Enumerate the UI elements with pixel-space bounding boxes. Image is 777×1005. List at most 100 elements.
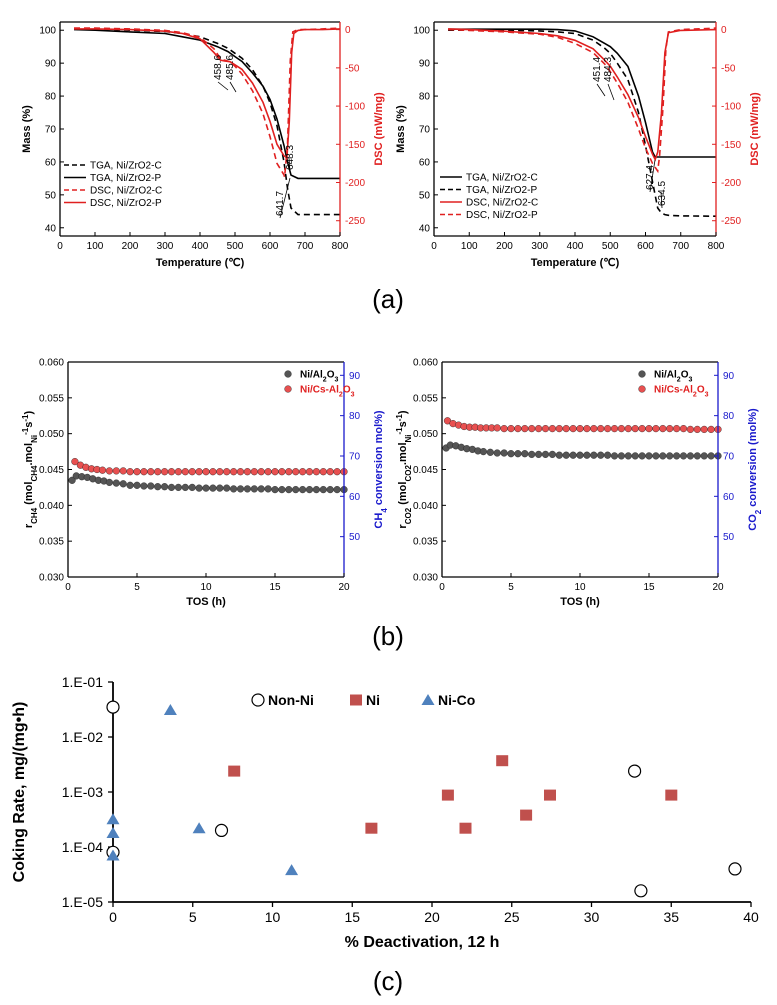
data-point-1 <box>672 452 681 460</box>
legend-label: Non-Ni <box>268 692 314 708</box>
y2-tick-label: 50 <box>723 532 735 543</box>
y-tick-label: 50 <box>419 190 431 201</box>
data-point-1 <box>257 485 265 493</box>
x-tick-label: 15 <box>269 582 281 593</box>
data-point-2 <box>278 468 286 476</box>
legend-marker-non-ni <box>251 693 265 707</box>
data-point-2 <box>666 425 674 433</box>
data-point-2 <box>590 425 598 433</box>
y-tick-label: 0.055 <box>413 393 438 404</box>
legend-marker <box>638 370 646 378</box>
data-point-1 <box>521 450 529 458</box>
data-point-1 <box>514 450 522 458</box>
legend-label: DSC, Ni/ZrO2-C <box>466 198 538 209</box>
data-point-1 <box>528 450 536 459</box>
data-point-2 <box>528 425 536 433</box>
annotation-label: 484.3 <box>603 57 614 82</box>
data-point-2 <box>686 425 695 434</box>
legend-label: Ni <box>366 692 380 708</box>
y-tick-label: 60 <box>45 157 57 168</box>
data-point-1 <box>119 480 127 488</box>
data-point-1 <box>319 486 327 494</box>
data-point-2 <box>514 425 522 433</box>
data-point-1 <box>638 452 646 460</box>
y2-tick-label: 0 <box>345 25 351 36</box>
data-point-ni <box>665 789 678 801</box>
data-point-1 <box>493 449 501 457</box>
y2-axis-label: DSC (mW/mg) <box>749 92 761 166</box>
data-point-2 <box>161 468 169 476</box>
x-axis-label: TOS (h) <box>560 596 600 608</box>
legend-label: TGA, Ni/ZrO2-C <box>466 173 538 184</box>
data-point-1 <box>500 449 508 457</box>
panel-label-c: (c) <box>373 966 403 996</box>
data-point-ni <box>228 765 241 777</box>
data-point-1 <box>479 448 488 456</box>
data-point-2 <box>541 425 550 433</box>
data-point-1 <box>223 484 231 492</box>
data-point-2 <box>126 468 134 476</box>
data-point-non-ni <box>106 700 120 714</box>
data-point-2 <box>603 425 612 433</box>
data-point-ni-co <box>163 704 177 715</box>
data-point-1 <box>312 486 321 494</box>
data-point-1 <box>230 485 238 493</box>
data-point-ni <box>365 822 378 834</box>
legend-marker-ni-co <box>421 694 435 705</box>
x-tick-label: 600 <box>637 241 654 252</box>
data-point-2 <box>555 425 563 433</box>
x-tick-label: 10 <box>200 582 212 593</box>
data-point-ni-co <box>285 864 299 876</box>
data-point-2 <box>507 425 515 433</box>
legend-marker <box>284 385 292 393</box>
plot-area <box>442 362 718 577</box>
y2-axis-label: CO2 conversion (mol%) <box>747 408 763 531</box>
y-tick-label: 0.055 <box>39 393 64 404</box>
data-point-2 <box>569 425 577 433</box>
series-line-3 <box>74 27 341 178</box>
data-point-1 <box>562 451 570 459</box>
y-tick-label: 0.045 <box>39 465 64 476</box>
y-axis-label: Mass (%) <box>395 105 407 153</box>
y2-tick-label: -250 <box>345 216 365 227</box>
data-point-2 <box>133 468 141 476</box>
series-line-3 <box>448 28 717 162</box>
y2-tick-label: 80 <box>349 411 361 422</box>
data-point-2 <box>202 468 210 476</box>
x-tick-label: 400 <box>567 241 584 252</box>
legend-label: DSC, Ni/ZrO2-P <box>90 198 162 209</box>
data-point-ni-co <box>192 822 206 834</box>
data-point-1 <box>161 483 169 491</box>
y2-tick-label: -150 <box>345 140 365 151</box>
x-tick-label: 200 <box>496 241 513 252</box>
data-point-1 <box>236 485 245 493</box>
y2-tick-label: 60 <box>723 492 735 503</box>
legend-marker-ni <box>350 694 362 706</box>
data-point-2 <box>500 425 508 433</box>
panel-label-a: (a) <box>372 284 404 314</box>
legend-label: TGA, Ni/ZrO2-P <box>466 185 537 196</box>
x-tick-label: 600 <box>262 241 279 252</box>
data-point-2 <box>631 425 639 433</box>
data-point-1 <box>202 484 210 492</box>
data-point-2 <box>326 468 334 476</box>
data-point-1 <box>305 486 314 494</box>
data-point-1 <box>216 484 224 492</box>
annotation-arrow <box>229 81 237 93</box>
panel-a: 0 100 200 300 400 500 600 700 800405060708090100… <box>21 21 761 314</box>
data-point-1 <box>693 452 701 460</box>
data-point-2 <box>659 425 667 433</box>
data-point-1 <box>700 452 708 460</box>
x-axis-label: Temperature (℃) <box>156 257 245 269</box>
x-tick-label: 300 <box>531 241 548 252</box>
data-point-1 <box>105 478 114 487</box>
data-point-2 <box>597 425 605 433</box>
x-tick-label: 0 <box>439 582 445 593</box>
x-tick-label: 30 <box>584 909 600 925</box>
annotation-arrow <box>596 83 606 97</box>
x-axis-label: Temperature (℃) <box>531 257 620 269</box>
data-point-ni <box>496 755 509 767</box>
data-point-1 <box>603 451 612 459</box>
x-tick-label: 700 <box>297 241 314 252</box>
data-point-2 <box>112 467 120 475</box>
